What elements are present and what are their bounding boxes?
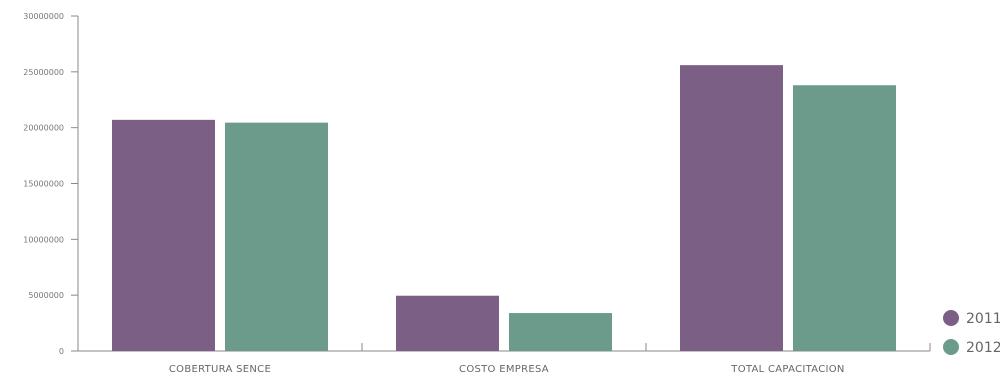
y-tick-label: 25000000: [23, 68, 64, 77]
bar-2012-2: [793, 85, 896, 351]
legend-label: 2011: [966, 311, 1000, 327]
y-tick-label: 0: [59, 347, 64, 356]
legend-swatch: [943, 310, 959, 326]
y-tick-label: 30000000: [23, 12, 64, 21]
legend-swatch: [943, 339, 959, 355]
category-label: COSTO EMPRESA: [459, 364, 549, 375]
bars: [112, 65, 896, 351]
legend: 2011 2012: [943, 310, 1000, 356]
bar-2011-1: [396, 296, 499, 351]
bar-2012-1: [509, 313, 612, 351]
y-tick-label: 10000000: [23, 235, 64, 244]
y-axis-ticks: 0 5000000 10000000 15000000 20000000 25000000…: [23, 12, 78, 356]
category-label: COBERTURA SENCE: [169, 364, 271, 375]
y-tick-label: 5000000: [28, 291, 64, 300]
y-tick-label: 20000000: [23, 124, 64, 133]
bar-2011-0: [112, 120, 215, 351]
bar-2011-2: [680, 65, 783, 351]
bar-2012-0: [225, 123, 328, 351]
category-labels: COBERTURA SENCE COSTO EMPRESA TOTAL CAPACI…: [169, 364, 845, 375]
y-tick-label: 15000000: [23, 180, 64, 189]
legend-label: 2012: [966, 340, 1000, 356]
category-label: TOTAL CAPACITACION: [730, 364, 844, 375]
